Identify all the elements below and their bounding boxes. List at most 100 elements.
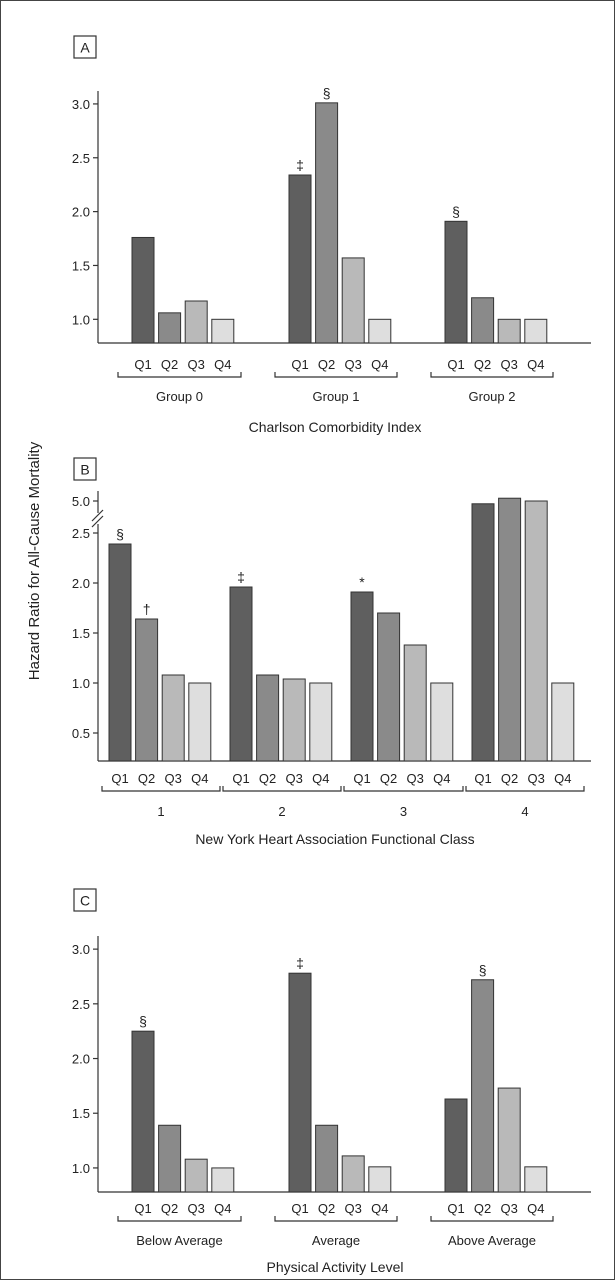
bar [288, 174, 312, 344]
group-bracket [274, 1216, 398, 1222]
bar [403, 644, 427, 762]
group-bracket [343, 786, 464, 792]
x-tick-label: Q4 [214, 357, 231, 372]
group-bracket [465, 786, 585, 792]
bar [131, 236, 155, 344]
group-bracket [430, 372, 554, 378]
bar [471, 979, 495, 1193]
y-tick-label: 2.5 [72, 997, 90, 1012]
bar [350, 591, 374, 762]
x-tick-label: Q1 [353, 771, 370, 786]
x-tick-label: Q3 [501, 1201, 518, 1216]
group-label: 3 [400, 804, 407, 819]
bar [256, 674, 280, 762]
significance-mark: ‡ [237, 569, 245, 585]
bar [184, 300, 208, 344]
panel-label: B [80, 462, 89, 478]
bar [524, 500, 548, 762]
bar [471, 297, 495, 344]
x-tick-label: Q4 [527, 1201, 544, 1216]
x-tick-label: Q2 [380, 771, 397, 786]
panel-label-box [73, 35, 97, 59]
x-tick-label: Q4 [371, 357, 388, 372]
x-tick-label: Q2 [474, 1201, 491, 1216]
x-tick-label: Q1 [134, 357, 151, 372]
y-tick-label: 3.0 [72, 97, 90, 112]
y-tick-label: 2.0 [72, 1052, 90, 1067]
y-tick-label: 1.0 [72, 1161, 90, 1176]
bar [497, 1087, 521, 1193]
bar [471, 503, 495, 762]
group-label: Above Average [448, 1233, 536, 1248]
bar [444, 220, 468, 344]
bar [158, 1124, 182, 1193]
significance-mark: § [323, 85, 331, 101]
x-tick-label: Q3 [286, 771, 303, 786]
significance-mark: § [479, 962, 487, 978]
x-tick-label: Q4 [191, 771, 208, 786]
y-tick-label: 2.5 [72, 151, 90, 166]
y-tick-label: 1.5 [72, 258, 90, 273]
x-tick-label: Q1 [134, 1201, 151, 1216]
bar [282, 678, 306, 762]
bar [315, 1124, 339, 1193]
bar [368, 318, 392, 344]
y-tick-label: 1.5 [72, 626, 90, 641]
x-tick-label: Q1 [447, 1201, 464, 1216]
y-tick-label: 1.5 [72, 1106, 90, 1121]
group-bracket [101, 786, 221, 792]
x-axis-title: New York Heart Association Functional Cl… [195, 831, 474, 847]
bar [135, 618, 159, 762]
x-tick-label: Q3 [407, 771, 424, 786]
group-label: Average [312, 1233, 360, 1248]
x-tick-label: Q3 [345, 1201, 362, 1216]
x-tick-label: Q4 [527, 357, 544, 372]
y-tick-label: 1.0 [72, 312, 90, 327]
x-tick-label: Q3 [165, 771, 182, 786]
x-tick-label: Q2 [318, 1201, 335, 1216]
panel-label: C [80, 893, 90, 909]
x-axis-title: Charlson Comorbidity Index [249, 419, 422, 435]
panel-label-box [73, 457, 97, 481]
bar [497, 318, 521, 344]
x-tick-label: Q4 [554, 771, 571, 786]
x-tick-label: Q3 [501, 357, 518, 372]
y-tick-label: 5.0 [72, 494, 90, 509]
significance-mark: † [143, 601, 151, 617]
group-bracket [117, 372, 242, 378]
bar [377, 612, 401, 762]
bar [229, 586, 253, 762]
y-tick-label: 1.0 [72, 676, 90, 691]
group-label: Group 2 [469, 389, 516, 404]
y-tick-label: 3.0 [72, 942, 90, 957]
bar [315, 102, 339, 344]
bar [551, 682, 575, 762]
y-axis-label: Hazard Ratio for All-Cause Mortality [26, 441, 43, 680]
bar [158, 312, 182, 344]
x-tick-label: Q3 [528, 771, 545, 786]
bar [430, 682, 454, 762]
x-tick-label: Q4 [312, 771, 329, 786]
y-tick-label: 0.5 [72, 726, 90, 741]
x-tick-label: Q3 [188, 357, 205, 372]
axis-break-mark [91, 509, 104, 522]
y-tick-label: 2.0 [72, 576, 90, 591]
group-bracket [222, 786, 342, 792]
significance-mark: * [359, 574, 365, 590]
bar [108, 543, 132, 762]
chart-panel-c: C 1.0 1.5 2.0 2.5 3.0 Q1 § Q2 Q3 Q4 Below Average Q1… [72, 888, 591, 1275]
chart-panel-b: B 0.5 1.0 1.5 2.0 2.5 5.0 Q1 § Q2 † Q3 Q4 1 Q1 ‡ Q2 Q3 Q4 2… [72, 457, 591, 847]
y-tick-label: 2.0 [72, 205, 90, 220]
group-label: Group 0 [156, 389, 203, 404]
chart-panel-a: A 1.0 1.5 2.0 2.5 3.0 Q1 Q2 Q3 Q4 Group 0 Q1 ‡ Q2 § Q3 Q… [72, 35, 591, 435]
bar [211, 1167, 235, 1193]
x-tick-label: Q2 [161, 357, 178, 372]
x-tick-label: Q2 [259, 771, 276, 786]
axis-break-mark [91, 515, 104, 528]
bar [131, 1030, 155, 1193]
group-bracket [430, 1216, 554, 1222]
significance-mark: § [452, 203, 460, 219]
significance-mark: ‡ [296, 955, 304, 971]
